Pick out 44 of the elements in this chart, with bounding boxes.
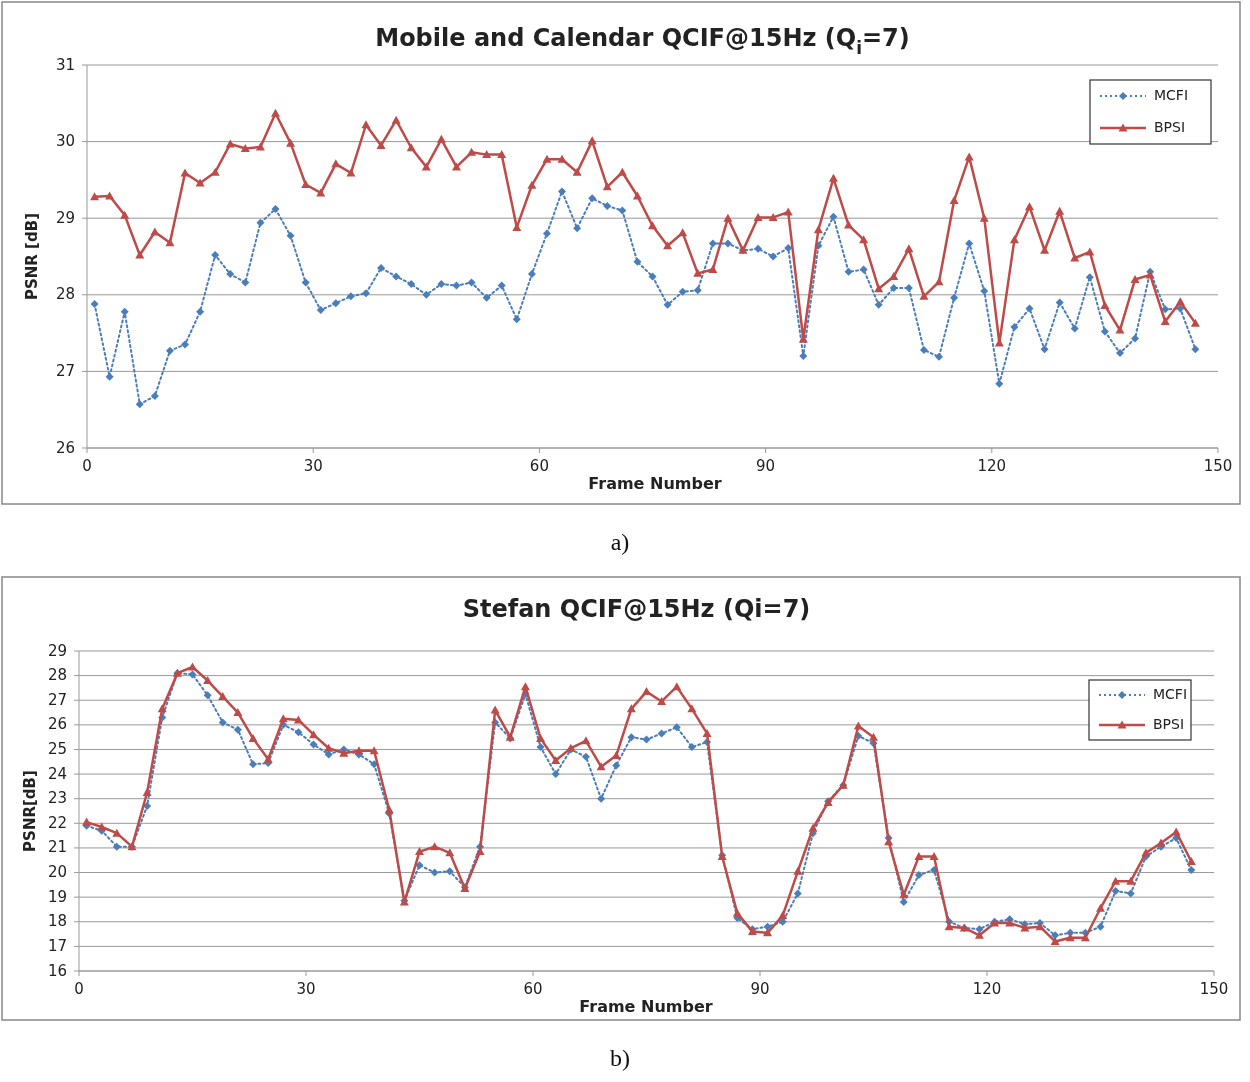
y-tick-label: 19 xyxy=(47,887,67,906)
y-tick-label: 29 xyxy=(47,641,67,660)
legend-label: BPSI xyxy=(1154,119,1186,135)
x-tick-label: 120 xyxy=(972,980,1002,998)
y-tick-label: 28 xyxy=(55,285,75,304)
x-axis-title: Frame Number xyxy=(588,474,722,493)
x-tick-label: 30 xyxy=(296,980,316,998)
y-tick-label: 26 xyxy=(47,715,67,734)
x-tick-label: 150 xyxy=(1203,457,1233,475)
y-tick-label: 18 xyxy=(47,912,67,931)
y-tick-label: 29 xyxy=(55,208,75,227)
legend-label: MCFI xyxy=(1153,686,1188,702)
y-tick-label: 16 xyxy=(47,961,67,980)
y-tick-label: 23 xyxy=(47,789,67,808)
chart-title: Stefan QCIF@15Hz (Qi=7) xyxy=(462,595,811,623)
text: a) xyxy=(610,529,630,555)
y-tick-label: 31 xyxy=(55,55,75,74)
y-tick-label: 25 xyxy=(47,739,67,758)
x-axis-title: Frame Number xyxy=(579,997,713,1016)
x-tick-label: 0 xyxy=(74,980,84,998)
y-tick-label: 26 xyxy=(55,438,75,457)
x-tick-label: 150 xyxy=(1199,980,1229,998)
legend-label: BPSI xyxy=(1153,716,1185,732)
y-tick-label: 27 xyxy=(55,361,75,380)
x-tick-label: 60 xyxy=(523,980,543,998)
y-tick-label: 24 xyxy=(47,764,67,783)
x-tick-label: 60 xyxy=(529,457,549,475)
y-tick-label: 27 xyxy=(47,690,67,709)
y-tick-label: 20 xyxy=(47,863,67,882)
y-tick-label: 22 xyxy=(47,813,67,832)
y-tick-label: 28 xyxy=(47,666,67,685)
y-tick-label: 21 xyxy=(47,838,67,857)
x-tick-label: 30 xyxy=(303,457,323,475)
x-tick-label: 90 xyxy=(750,980,770,998)
y-tick-label: 30 xyxy=(55,132,75,151)
x-tick-label: 90 xyxy=(756,457,776,475)
y-axis-title: PSNR[dB] xyxy=(20,770,39,852)
chart-title: Mobile and Calendar QCIF@15Hz (Q$_{i}$=7) xyxy=(375,24,910,58)
y-axis-title: PSNR [dB] xyxy=(22,212,41,301)
x-tick-label: 0 xyxy=(82,457,92,475)
y-tick-label: 17 xyxy=(47,936,67,955)
legend-label: MCFI xyxy=(1154,87,1189,103)
text: b) xyxy=(610,1045,630,1071)
x-tick-label: 120 xyxy=(977,457,1007,475)
